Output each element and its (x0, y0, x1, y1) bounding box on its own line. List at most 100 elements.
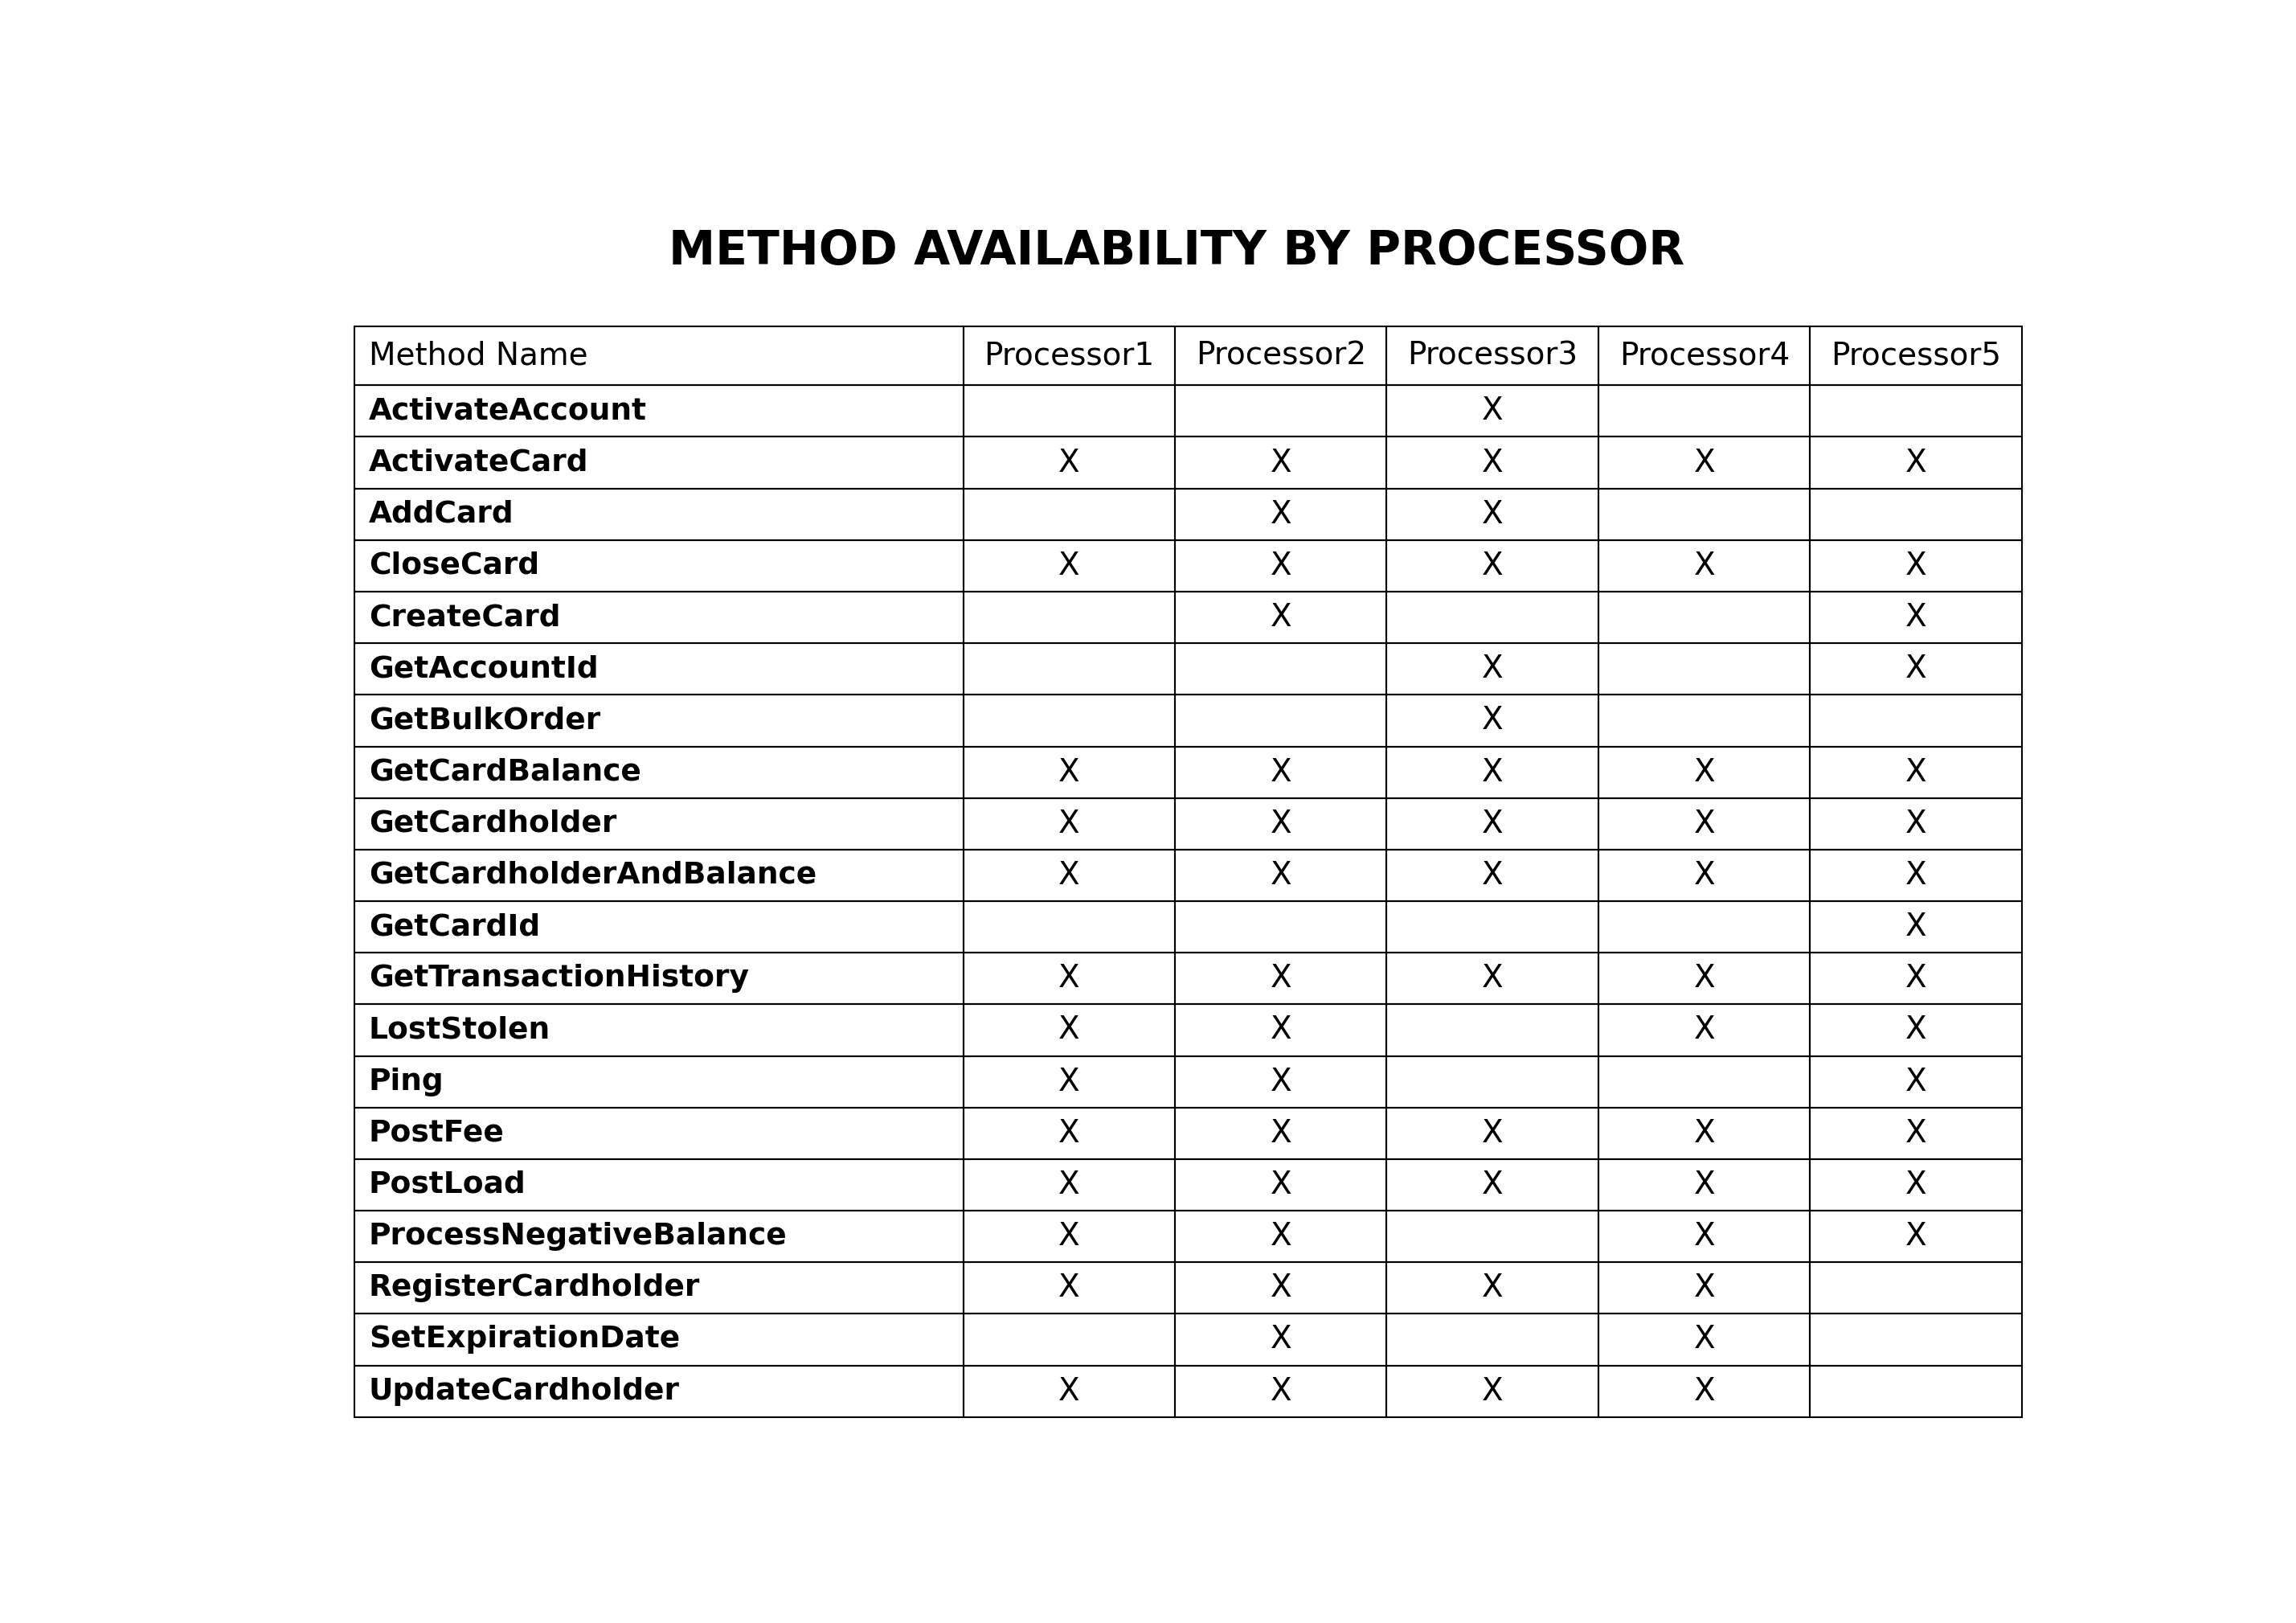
Bar (1598, 1365, 1809, 1417)
Bar (1387, 540, 1598, 592)
Text: X: X (1481, 962, 1504, 993)
Bar (354, 1159, 964, 1211)
Text: X: X (1270, 1066, 1290, 1097)
Bar (1387, 1057, 1598, 1107)
Bar (354, 1365, 964, 1417)
Bar (1598, 799, 1809, 849)
Bar (354, 953, 964, 1005)
Bar (1809, 1313, 2023, 1365)
Bar (1387, 1313, 1598, 1365)
Bar (964, 1211, 1176, 1263)
Bar (1176, 1159, 1387, 1211)
Bar (1809, 695, 2023, 747)
Bar (1387, 695, 1598, 747)
Bar (964, 1005, 1176, 1057)
Text: AddCard: AddCard (370, 500, 514, 529)
Text: X: X (1906, 860, 1926, 891)
Text: GetCardId: GetCardId (370, 912, 540, 941)
Text: X: X (1481, 498, 1504, 529)
Bar (1809, 437, 2023, 489)
Text: ActivateCard: ActivateCard (370, 448, 588, 477)
Text: X: X (1058, 1118, 1079, 1149)
Text: Processor2: Processor2 (1196, 341, 1366, 372)
Bar (1176, 1365, 1387, 1417)
Text: X: X (1481, 1170, 1504, 1199)
Text: X: X (1694, 1014, 1715, 1045)
Bar (1176, 489, 1387, 540)
Text: X: X (1694, 1118, 1715, 1149)
Bar (1387, 437, 1598, 489)
Bar (1387, 747, 1598, 799)
Bar (1598, 643, 1809, 695)
Bar (1387, 592, 1598, 643)
Bar (964, 1057, 1176, 1107)
Bar (1598, 953, 1809, 1005)
Text: ActivateAccount: ActivateAccount (370, 396, 647, 425)
Text: X: X (1270, 1014, 1290, 1045)
Bar (1809, 747, 2023, 799)
Bar (1176, 1263, 1387, 1313)
Text: X: X (1270, 1220, 1290, 1251)
Text: X: X (1058, 1170, 1079, 1199)
Bar (1598, 1313, 1809, 1365)
Text: Ping: Ping (370, 1068, 443, 1096)
Bar (1809, 1159, 2023, 1211)
Bar (1598, 1263, 1809, 1313)
Text: X: X (1906, 756, 1926, 787)
Bar (1598, 1159, 1809, 1211)
Text: X: X (1270, 448, 1290, 477)
Text: X: X (1694, 1272, 1715, 1303)
Bar (1387, 1107, 1598, 1159)
Text: X: X (1906, 602, 1926, 633)
Text: X: X (1694, 1220, 1715, 1251)
Bar (1598, 1005, 1809, 1057)
Text: X: X (1058, 860, 1079, 891)
Bar (964, 1313, 1176, 1365)
Text: X: X (1058, 448, 1079, 477)
Text: X: X (1270, 808, 1290, 839)
Text: CreateCard: CreateCard (370, 604, 560, 631)
Text: X: X (1481, 706, 1504, 735)
Bar (354, 643, 964, 695)
Text: X: X (1906, 1220, 1926, 1251)
Bar (1176, 643, 1387, 695)
Text: X: X (1058, 756, 1079, 787)
Text: X: X (1481, 1376, 1504, 1407)
Bar (1176, 326, 1387, 385)
Bar (1809, 385, 2023, 437)
Text: X: X (1481, 550, 1504, 581)
Text: X: X (1906, 808, 1926, 839)
Bar (964, 385, 1176, 437)
Bar (354, 1313, 964, 1365)
Bar (1387, 643, 1598, 695)
Bar (1176, 437, 1387, 489)
Bar (1809, 799, 2023, 849)
Bar (1598, 1211, 1809, 1263)
Bar (1176, 1313, 1387, 1365)
Bar (964, 695, 1176, 747)
Bar (354, 1211, 964, 1263)
Text: X: X (1270, 550, 1290, 581)
Text: LostStolen: LostStolen (370, 1016, 551, 1045)
Bar (354, 1057, 964, 1107)
Text: X: X (1270, 1324, 1290, 1355)
Bar (1176, 695, 1387, 747)
Bar (1176, 385, 1387, 437)
Bar (1809, 592, 2023, 643)
Bar (354, 489, 964, 540)
Bar (1176, 1005, 1387, 1057)
Text: X: X (1270, 962, 1290, 993)
Bar (1598, 747, 1809, 799)
Text: GetCardholder: GetCardholder (370, 810, 618, 837)
Text: X: X (1694, 962, 1715, 993)
Bar (1809, 643, 2023, 695)
Bar (1809, 1005, 2023, 1057)
Bar (1387, 1263, 1598, 1313)
Bar (1809, 953, 2023, 1005)
Bar (1176, 849, 1387, 901)
Text: X: X (1058, 1220, 1079, 1251)
Bar (964, 643, 1176, 695)
Bar (964, 1365, 1176, 1417)
Bar (354, 695, 964, 747)
Text: SetExpirationDate: SetExpirationDate (370, 1324, 680, 1354)
